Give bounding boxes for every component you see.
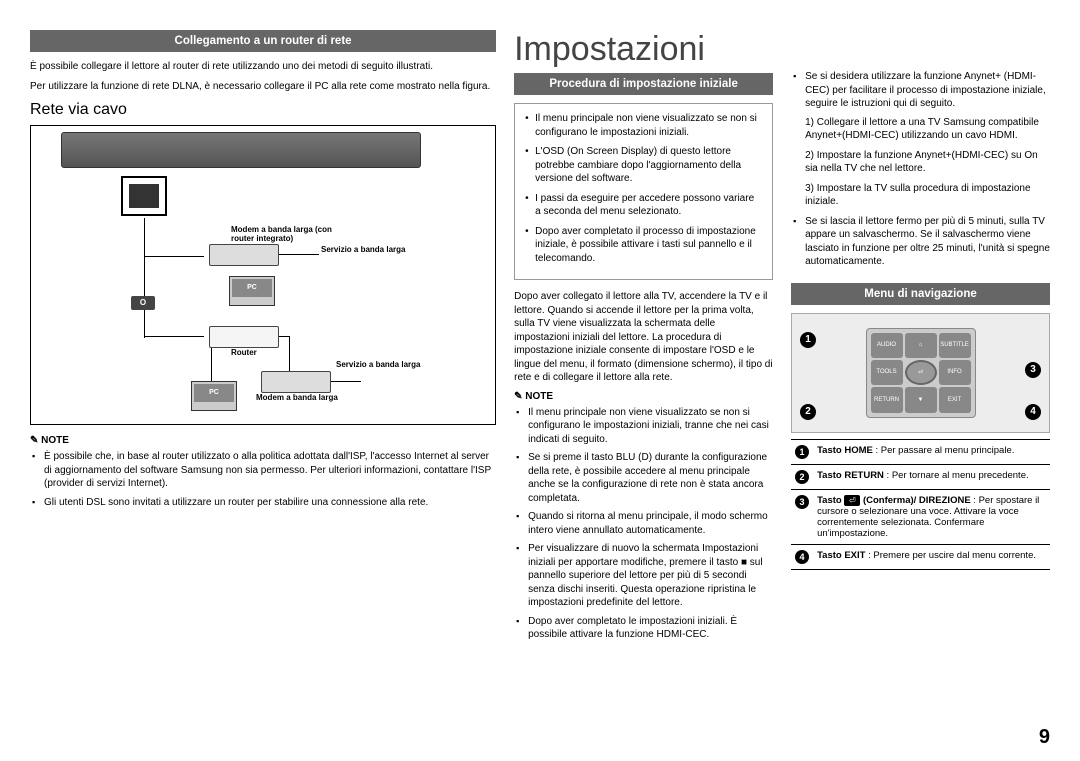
setup-paragraph: Dopo aver collegato il lettore alla TV, … bbox=[514, 290, 773, 385]
dpad-down: ▼ bbox=[905, 387, 937, 412]
note-item: Gli utenti DSL sono invitati a utilizzar… bbox=[30, 496, 496, 510]
row-number: 1 bbox=[795, 445, 809, 459]
step: 1) Collegare il lettore a una TV Samsung… bbox=[791, 116, 1050, 143]
step: 2) Impostare la funzione Anynet+(HDMI-CE… bbox=[791, 149, 1050, 176]
tools-button: TOOLS bbox=[871, 360, 903, 385]
step: 3) Impostare la TV sulla procedura di im… bbox=[791, 182, 1050, 209]
lan-port bbox=[121, 176, 167, 216]
modem2-label: Modem a banda larga bbox=[256, 394, 346, 403]
audio-button: AUDIO bbox=[871, 333, 903, 358]
modem-integrated bbox=[209, 244, 279, 266]
wire bbox=[144, 256, 204, 257]
service-label-2: Servizio a banda larga bbox=[336, 361, 420, 370]
note-item: Quando si ritorna al menu principale, il… bbox=[514, 510, 773, 537]
header-nav-menu: Menu di navigazione bbox=[791, 283, 1050, 305]
wire bbox=[144, 218, 145, 338]
note-label: NOTE bbox=[30, 435, 496, 446]
box-note: L'OSD (On Screen Display) di questo lett… bbox=[525, 145, 762, 186]
row-text: Tasto ⏎ (Conferma)/ DIREZIONE : Per spos… bbox=[813, 489, 1050, 544]
box-note: Dopo aver completato il processo di impo… bbox=[525, 225, 762, 266]
router-label: Router bbox=[231, 349, 257, 358]
box-note: I passi da eseguire per accedere possono… bbox=[525, 192, 762, 219]
subheader-wired: Rete via cavo bbox=[30, 101, 496, 119]
or-badge: O bbox=[131, 296, 155, 310]
wire bbox=[331, 381, 361, 382]
nav-table: 1 Tasto HOME : Per passare al menu princ… bbox=[791, 439, 1050, 570]
row-text: Tasto EXIT : Premere per uscire dal menu… bbox=[813, 544, 1050, 569]
home-button: ⌂ bbox=[905, 333, 937, 358]
remote-diagram: 1 2 3 4 AUDIO ⌂ SUBTITLE TOOLS ⏎ INFO RE… bbox=[791, 313, 1050, 433]
network-diagram: O Modem a banda larga (con router integr… bbox=[30, 125, 496, 425]
header-connection: Collegamento a un router di rete bbox=[30, 30, 496, 52]
marker-3: 3 bbox=[1025, 362, 1041, 378]
info-button: INFO bbox=[939, 360, 971, 385]
wire bbox=[144, 336, 204, 337]
page-title: Impostazioni bbox=[514, 30, 773, 69]
wire bbox=[279, 336, 289, 337]
note-item: È possibile che, in base al router utili… bbox=[30, 450, 496, 491]
player-device bbox=[61, 132, 421, 168]
pc-laptop-1 bbox=[229, 276, 275, 306]
intro-2: Per utilizzare la funzione di rete DLNA,… bbox=[30, 80, 496, 94]
info-box: Il menu principale non viene visualizzat… bbox=[514, 103, 773, 280]
row-text: Tasto HOME : Per passare al menu princip… bbox=[813, 439, 1050, 464]
note-item: Se si desidera utilizzare la funzione An… bbox=[791, 70, 1050, 111]
row-text: Tasto RETURN : Per tornare al menu prece… bbox=[813, 464, 1050, 489]
service-label-1: Servizio a banda larga bbox=[321, 246, 405, 255]
header-initial-setup: Procedura di impostazione iniziale bbox=[514, 73, 773, 95]
pc-laptop-2 bbox=[191, 381, 237, 411]
modem-label: Modem a banda larga (con router integrat… bbox=[231, 226, 341, 244]
note-item: Dopo aver completato le impostazioni ini… bbox=[514, 615, 773, 642]
note-item: Se si lascia il lettore fermo per più di… bbox=[791, 215, 1050, 269]
dpad-button: ⏎ bbox=[905, 360, 937, 385]
right-notes-top: Se si desidera utilizzare la funzione An… bbox=[791, 70, 1050, 111]
return-button: RETURN bbox=[871, 387, 903, 412]
note-item: Se si preme il tasto BLU (D) durante la … bbox=[514, 451, 773, 505]
row-number: 3 bbox=[795, 495, 809, 509]
mid-notes: Il menu principale non viene visualizzat… bbox=[514, 406, 773, 642]
box-note: Il menu principale non viene visualizzat… bbox=[525, 112, 762, 139]
table-row: 1 Tasto HOME : Per passare al menu princ… bbox=[791, 439, 1050, 464]
router-device bbox=[209, 326, 279, 348]
table-row: 3 Tasto ⏎ (Conferma)/ DIREZIONE : Per sp… bbox=[791, 489, 1050, 544]
right-notes-bottom: Se si lascia il lettore fermo per più di… bbox=[791, 215, 1050, 269]
exit-button: EXIT bbox=[939, 387, 971, 412]
row-number: 2 bbox=[795, 470, 809, 484]
table-row: 2 Tasto RETURN : Per tornare al menu pre… bbox=[791, 464, 1050, 489]
note-label: NOTE bbox=[514, 391, 773, 402]
intro-1: È possibile collegare il lettore al rout… bbox=[30, 60, 496, 74]
marker-2: 2 bbox=[800, 404, 816, 420]
wire bbox=[279, 254, 319, 255]
wire bbox=[211, 348, 212, 381]
note-item: Per visualizzare di nuovo la schermata I… bbox=[514, 542, 773, 610]
left-notes: È possibile che, in base al router utili… bbox=[30, 450, 496, 509]
marker-1: 1 bbox=[800, 332, 816, 348]
marker-4: 4 bbox=[1025, 404, 1041, 420]
row-number: 4 bbox=[795, 550, 809, 564]
subtitle-button: SUBTITLE bbox=[939, 333, 971, 358]
page-number: 9 bbox=[1039, 726, 1050, 749]
wire bbox=[289, 336, 290, 376]
modem-2 bbox=[261, 371, 331, 393]
note-item: Il menu principale non viene visualizzat… bbox=[514, 406, 773, 447]
table-row: 4 Tasto EXIT : Premere per uscire dal me… bbox=[791, 544, 1050, 569]
enter-icon: ⏎ bbox=[844, 495, 860, 506]
